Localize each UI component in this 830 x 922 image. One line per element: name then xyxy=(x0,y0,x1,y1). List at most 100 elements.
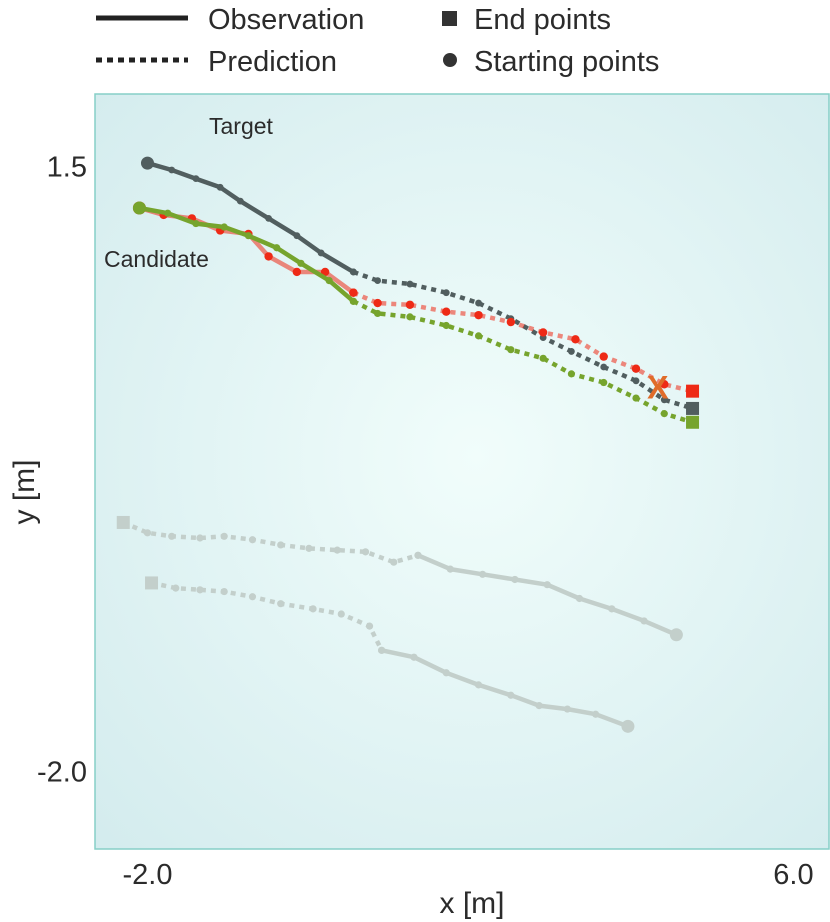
candidate-red-prediction-point xyxy=(373,298,382,308)
candidate-green-prediction-point xyxy=(374,309,382,318)
candidate-green-observation-point xyxy=(273,244,281,252)
faded-2-observation-point xyxy=(592,710,600,718)
target-starting-point xyxy=(140,156,154,170)
faded-1-prediction-point xyxy=(333,546,341,554)
legend: Observation Prediction End points Starti… xyxy=(96,4,659,78)
y-axis-label: y [m] xyxy=(8,460,41,525)
legend-end-points-label: End points xyxy=(474,4,611,36)
candidate-red-prediction-point xyxy=(474,310,483,320)
candidate-green-prediction-point xyxy=(474,332,483,340)
faded-1-observation-point xyxy=(640,617,648,625)
y-tick-label: -2.0 xyxy=(37,756,87,788)
target-prediction-point xyxy=(600,363,608,371)
tick-layer: -2.0 6.0 1.5 -2.0 xyxy=(37,152,814,891)
faded-1-prediction-line xyxy=(122,520,419,565)
plot-area xyxy=(94,93,830,850)
annotation-candidate: Candidate xyxy=(104,246,209,272)
candidate-red-observation-point xyxy=(292,267,302,277)
target-observation-point xyxy=(265,214,273,222)
target-prediction-point xyxy=(632,377,640,385)
faded-1-observation-point xyxy=(608,605,616,613)
candidate-green-prediction-point xyxy=(349,297,357,305)
legend-circle-marker xyxy=(443,53,457,67)
candidate-red-prediction-point xyxy=(571,335,580,344)
faded-1-prediction-point xyxy=(277,541,285,549)
candidate-green-observation-point xyxy=(192,219,200,228)
annotation-target: Target xyxy=(209,113,274,139)
faded-1-observation-point xyxy=(478,570,487,578)
faded-1-observation-point xyxy=(575,594,584,603)
target-prediction-point xyxy=(475,299,482,307)
target-end-point xyxy=(686,401,700,415)
series-candidate-green xyxy=(132,201,700,429)
candidate-red-observation-point xyxy=(320,267,330,277)
candidate-red-prediction-point xyxy=(442,307,451,316)
faded-2-observation-point xyxy=(563,705,571,713)
target-observation-point xyxy=(317,249,325,257)
candidate-green-prediction-point xyxy=(406,313,414,321)
faded-2-prediction-point xyxy=(248,593,257,601)
candidate-green-prediction-point xyxy=(660,410,668,418)
target-observation-point xyxy=(216,183,224,191)
legend-observation-label: Observation xyxy=(208,4,364,36)
series-faded-2 xyxy=(145,576,635,733)
candidate-green-prediction-line xyxy=(352,299,694,425)
candidate-green-observation-point xyxy=(244,232,253,240)
candidate-green-end-point xyxy=(686,415,700,429)
candidate-red-prediction-point xyxy=(405,300,415,309)
faded-1-prediction-point xyxy=(196,534,204,542)
candidate-red-prediction-point xyxy=(599,352,608,361)
faded-1-prediction-point xyxy=(414,551,422,559)
faded-2-prediction-point xyxy=(172,584,180,592)
candidate-red-prediction-point xyxy=(506,317,516,327)
legend-starting-points-label: Starting points xyxy=(474,46,659,78)
target-prediction-point xyxy=(406,280,414,288)
target-prediction-point xyxy=(349,268,357,276)
faded-2-prediction-point xyxy=(196,586,204,594)
candidate-green-prediction-point xyxy=(632,394,640,402)
legend-prediction-label: Prediction xyxy=(208,46,337,78)
candidate-red-end-point xyxy=(686,384,700,398)
faded-1-end-point xyxy=(116,515,130,529)
faded-1-prediction-point xyxy=(220,532,228,540)
faded-2-prediction-point xyxy=(365,622,374,630)
faded-2-prediction-point xyxy=(277,600,285,608)
candidate-green-observation-point xyxy=(164,209,172,217)
target-prediction-point xyxy=(568,348,575,355)
faded-2-prediction-point xyxy=(220,587,228,596)
faded-2-prediction-point xyxy=(378,646,386,654)
candidate-red-prediction-line xyxy=(352,290,694,394)
faded-2-observation-point xyxy=(535,702,543,710)
faded-1-prediction-point xyxy=(143,529,152,537)
faded-2-end-point xyxy=(145,576,159,590)
target-observation-point xyxy=(293,232,301,240)
candidate-red-prediction-point xyxy=(538,328,548,337)
target-observation-point xyxy=(236,197,244,205)
faded-2-prediction-point xyxy=(337,610,345,618)
target-prediction-point xyxy=(374,277,382,284)
legend-square-marker xyxy=(442,11,457,26)
faded-2-observation-point xyxy=(410,653,418,661)
candidate-green-prediction-point xyxy=(442,321,450,330)
faded-2-observation-point xyxy=(442,669,450,677)
x-tick-label: 6.0 xyxy=(773,859,813,891)
candidate-green-observation-point xyxy=(220,223,228,231)
candidate-red-prediction-point xyxy=(631,364,641,373)
faded-1-observation-point xyxy=(511,575,519,584)
target-prediction-point xyxy=(660,396,668,404)
candidate-green-observation-point xyxy=(325,276,333,285)
x-axis-label: x [m] xyxy=(440,887,505,920)
faded-1-observation-point xyxy=(543,581,551,589)
candidate-red-observation-point xyxy=(264,252,273,261)
candidate-green-prediction-point xyxy=(567,370,576,378)
faded-2-starting-point xyxy=(621,719,635,733)
faded-2-observation-point xyxy=(474,681,483,689)
data-layer: X xyxy=(116,156,700,733)
y-tick-label: 1.5 xyxy=(47,152,87,184)
candidate-green-prediction-point xyxy=(600,378,608,387)
series-faded-1 xyxy=(116,515,683,642)
x-tick-label: -2.0 xyxy=(122,859,172,891)
candidate-green-observation-point xyxy=(297,259,305,267)
candidate-red-prediction-point xyxy=(349,288,358,297)
